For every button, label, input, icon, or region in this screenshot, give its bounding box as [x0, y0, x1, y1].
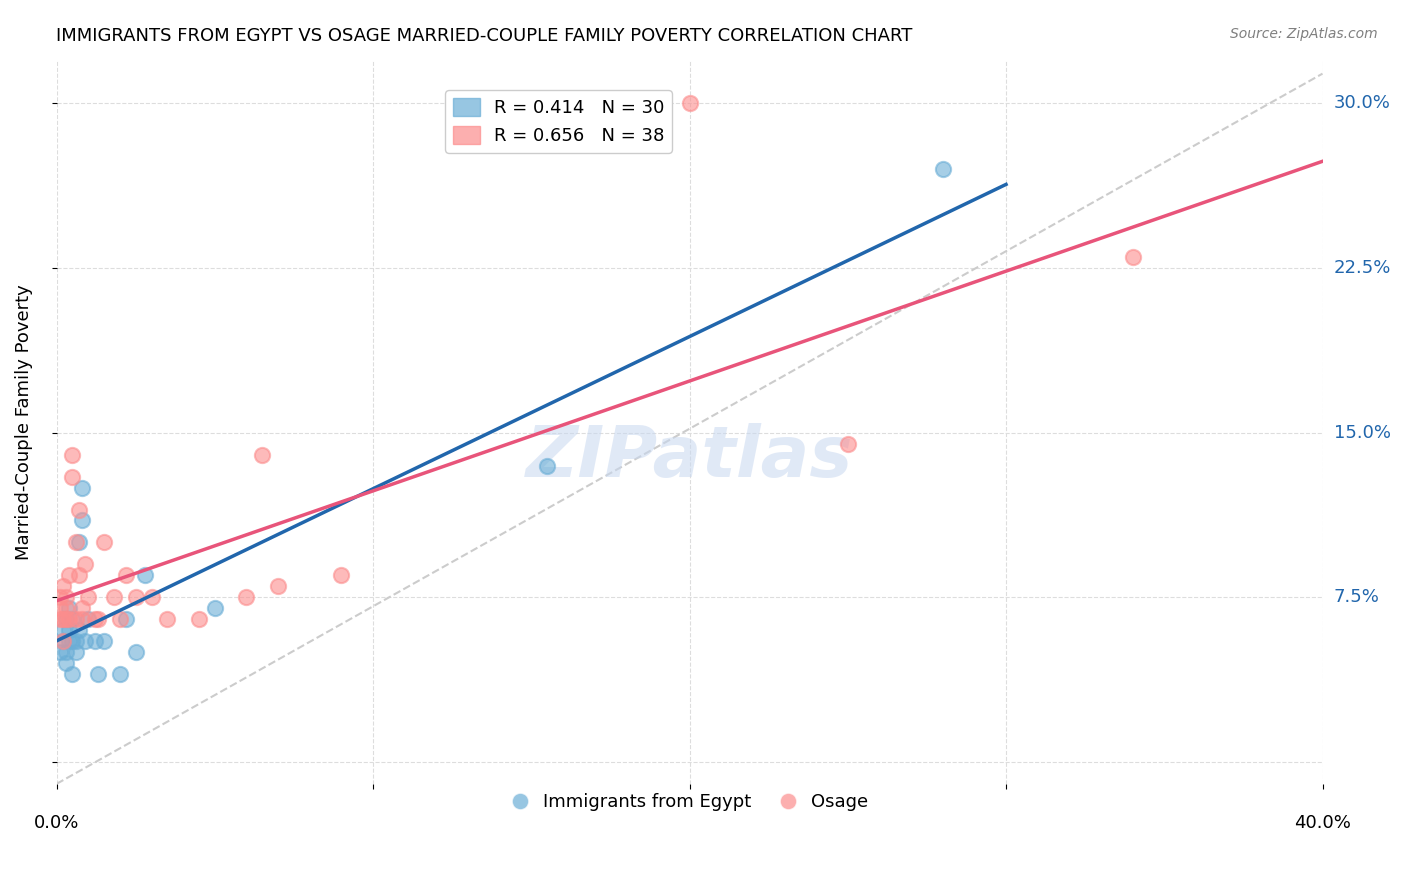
Point — [70, 601, 93, 615]
Point — [49, 645, 72, 659]
Point — [115, 568, 138, 582]
Point — [67, 624, 90, 638]
Point — [75, 634, 97, 648]
Point — [837, 436, 859, 450]
Point — [75, 558, 97, 572]
Point — [678, 96, 700, 111]
Point — [62, 667, 84, 681]
Point — [52, 634, 75, 648]
Point — [58, 612, 80, 626]
Point — [58, 601, 80, 615]
Text: Source: ZipAtlas.com: Source: ZipAtlas.com — [1230, 27, 1378, 41]
Point — [52, 579, 75, 593]
Point — [49, 612, 72, 626]
Point — [58, 634, 80, 648]
Point — [83, 612, 105, 626]
Point — [67, 568, 90, 582]
Point — [188, 612, 211, 626]
Point — [103, 591, 125, 605]
Text: ZIPatlas: ZIPatlas — [526, 424, 853, 492]
Point — [65, 612, 87, 626]
Point — [252, 448, 274, 462]
Point — [58, 624, 80, 638]
Text: IMMIGRANTS FROM EGYPT VS OSAGE MARRIED-COUPLE FAMILY POVERTY CORRELATION CHART: IMMIGRANTS FROM EGYPT VS OSAGE MARRIED-C… — [56, 27, 912, 45]
Text: 22.5%: 22.5% — [1334, 259, 1391, 277]
Point — [62, 634, 84, 648]
Point — [65, 645, 87, 659]
Point — [55, 656, 77, 670]
Point — [65, 535, 87, 549]
Point — [62, 469, 84, 483]
Point — [536, 458, 558, 473]
Point — [52, 612, 75, 626]
Point — [55, 612, 77, 626]
Point — [87, 612, 110, 626]
Point — [70, 481, 93, 495]
Point — [932, 162, 955, 177]
Point — [156, 612, 179, 626]
Text: 15.0%: 15.0% — [1334, 424, 1391, 442]
Point — [49, 591, 72, 605]
Point — [93, 634, 115, 648]
Text: 7.5%: 7.5% — [1334, 589, 1379, 607]
Point — [52, 634, 75, 648]
Point — [70, 514, 93, 528]
Point — [62, 448, 84, 462]
Point — [108, 667, 131, 681]
Point — [62, 612, 84, 626]
Point — [55, 612, 77, 626]
Point — [125, 645, 148, 659]
Point — [83, 634, 105, 648]
Point — [93, 535, 115, 549]
Point — [1122, 250, 1144, 264]
Point — [235, 591, 257, 605]
Point — [67, 502, 90, 516]
Text: 40.0%: 40.0% — [1294, 814, 1351, 832]
Point — [330, 568, 353, 582]
Text: 30.0%: 30.0% — [1334, 95, 1391, 112]
Text: 0.0%: 0.0% — [34, 814, 79, 832]
Point — [267, 579, 290, 593]
Point — [77, 612, 100, 626]
Point — [125, 591, 148, 605]
Point — [77, 591, 100, 605]
Y-axis label: Married-Couple Family Poverty: Married-Couple Family Poverty — [15, 284, 32, 559]
Point — [134, 568, 156, 582]
Point — [87, 667, 110, 681]
Point — [55, 645, 77, 659]
Point — [141, 591, 163, 605]
Point — [70, 612, 93, 626]
Legend: Immigrants from Egypt, Osage: Immigrants from Egypt, Osage — [503, 786, 876, 818]
Point — [52, 624, 75, 638]
Point — [55, 601, 77, 615]
Point — [58, 568, 80, 582]
Point — [49, 601, 72, 615]
Point — [108, 612, 131, 626]
Point — [67, 535, 90, 549]
Point — [65, 634, 87, 648]
Point — [115, 612, 138, 626]
Point — [55, 591, 77, 605]
Point — [204, 601, 226, 615]
